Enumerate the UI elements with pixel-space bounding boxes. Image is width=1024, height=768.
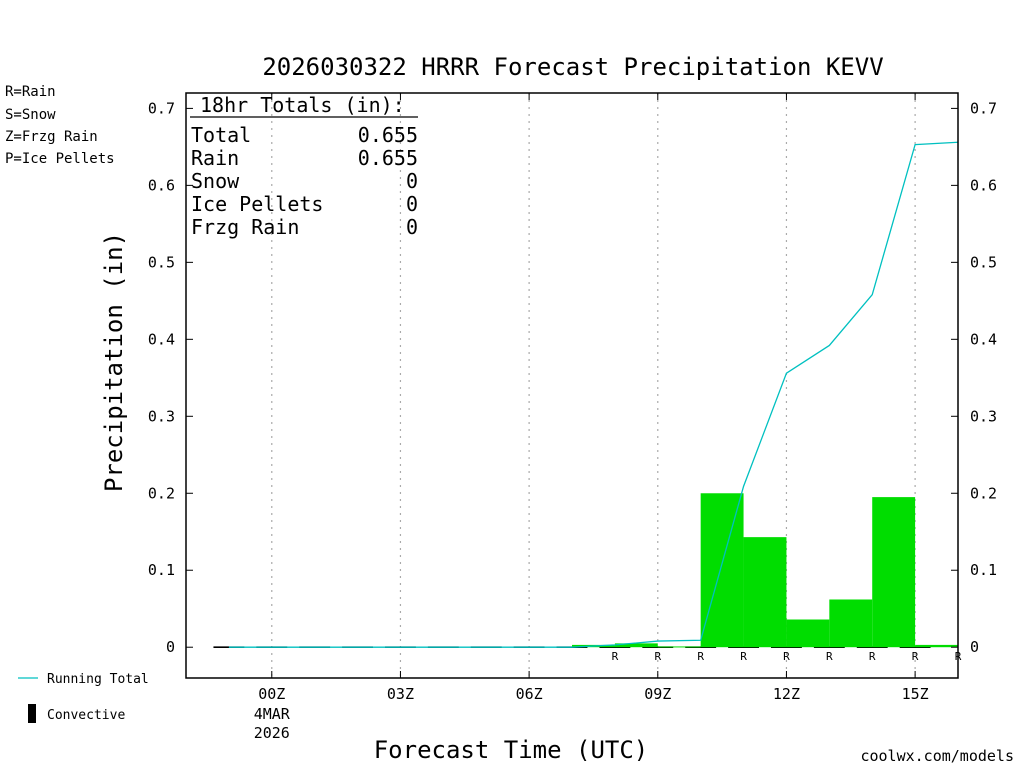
- totals-header: 18hr Totals (in):: [200, 93, 405, 117]
- y-tick-label-right: 0: [970, 638, 979, 656]
- rain-bar: [657, 646, 701, 648]
- y-tick-label-left: 0.3: [148, 407, 175, 425]
- plot-frame: [185, 92, 959, 679]
- legend-ice-pellets: P=Ice Pellets: [5, 151, 115, 167]
- ptype-legend: R=Rain S=Snow Z=Frzg Rain P=Ice Pellets: [5, 84, 115, 167]
- totals-row-label: Rain: [191, 146, 239, 170]
- totals-box: 18hr Totals (in): Total 0.655 Rain 0.655 Sno…: [190, 93, 418, 239]
- y-tick-label-left: 0.1: [148, 561, 175, 579]
- x-tick-label: 12Z: [773, 685, 800, 703]
- y-tick-label-right: 0.5: [970, 253, 997, 271]
- line-legend: Running Total Convective: [18, 672, 149, 723]
- totals-row-value: 0: [406, 169, 418, 193]
- rain-bar: [700, 493, 744, 648]
- x-tick-label: 00Z: [258, 685, 285, 703]
- running-total-line-group: [228, 141, 959, 648]
- ptype-marker: R: [869, 650, 876, 663]
- rain-bars: [572, 493, 958, 648]
- grid-lines: [213, 93, 931, 678]
- legend-frzg-rain: Z=Frzg Rain: [5, 129, 98, 145]
- rain-bar: [829, 599, 873, 648]
- y-tick-label-right: 0.1: [970, 561, 997, 579]
- y-tick-label-right: 0.4: [970, 330, 997, 348]
- y-tick-label-right: 0.3: [970, 407, 997, 425]
- totals-row-value: 0: [406, 192, 418, 216]
- legend-rain: R=Rain: [5, 84, 56, 100]
- y-tick-label-left: 0.6: [148, 176, 175, 194]
- rain-bar: [915, 644, 958, 648]
- y-tick-label-left: 0.2: [148, 484, 175, 502]
- y-tick-label-left: 0.7: [148, 99, 175, 117]
- running-total-legend-label: Running Total: [47, 672, 149, 687]
- rain-bar: [743, 537, 787, 648]
- convective-legend-swatch: [28, 704, 36, 723]
- totals-row-label: Ice Pellets: [191, 192, 323, 216]
- y-tick-label-left: 0.4: [148, 330, 175, 348]
- rain-bar: [614, 643, 658, 648]
- legend-snow: S=Snow: [5, 107, 56, 123]
- y-tick-label-left: 0: [166, 638, 175, 656]
- totals-row-value: 0.655: [358, 146, 418, 170]
- totals-row-value: 0.655: [358, 123, 418, 147]
- rain-bar: [786, 619, 830, 648]
- y-tick-label-left: 0.5: [148, 253, 175, 271]
- x-tick-date: 4MAR: [254, 705, 291, 723]
- ptype-marker: R: [740, 650, 747, 663]
- ptype-marker: R: [912, 650, 919, 663]
- x-tick-year: 2026: [254, 724, 290, 742]
- x-axis-label: Forecast Time (UTC): [374, 736, 649, 764]
- x-tick-label: 09Z: [644, 685, 671, 703]
- x-tick-label: 03Z: [387, 685, 414, 703]
- ptype-marker: R: [697, 650, 704, 663]
- y-tick-label-right: 0.2: [970, 484, 997, 502]
- y-tick-label-right: 0.7: [970, 99, 997, 117]
- convective-legend-label: Convective: [47, 708, 125, 723]
- totals-row-value: 0: [406, 215, 418, 239]
- running-total-line: [228, 141, 959, 648]
- x-tick-label: 15Z: [902, 685, 929, 703]
- y-tick-label-right: 0.6: [970, 176, 997, 194]
- totals-row-label: Total: [191, 123, 251, 147]
- ptype-marker: R: [783, 650, 790, 663]
- y-axis-label: Precipitation (in): [100, 232, 128, 492]
- ptype-marker: R: [612, 650, 619, 663]
- source-credit: coolwx.com/models: [860, 747, 1014, 765]
- totals-row-label: Snow: [191, 169, 240, 193]
- chart-title: 2026030322 HRRR Forecast Precipitation K…: [262, 53, 883, 81]
- rain-bar: [872, 497, 916, 648]
- x-tick-label: 06Z: [516, 685, 543, 703]
- ptype-marker: R: [654, 650, 661, 663]
- ptype-marker: R: [826, 650, 833, 663]
- totals-row-label: Frzg Rain: [191, 215, 299, 239]
